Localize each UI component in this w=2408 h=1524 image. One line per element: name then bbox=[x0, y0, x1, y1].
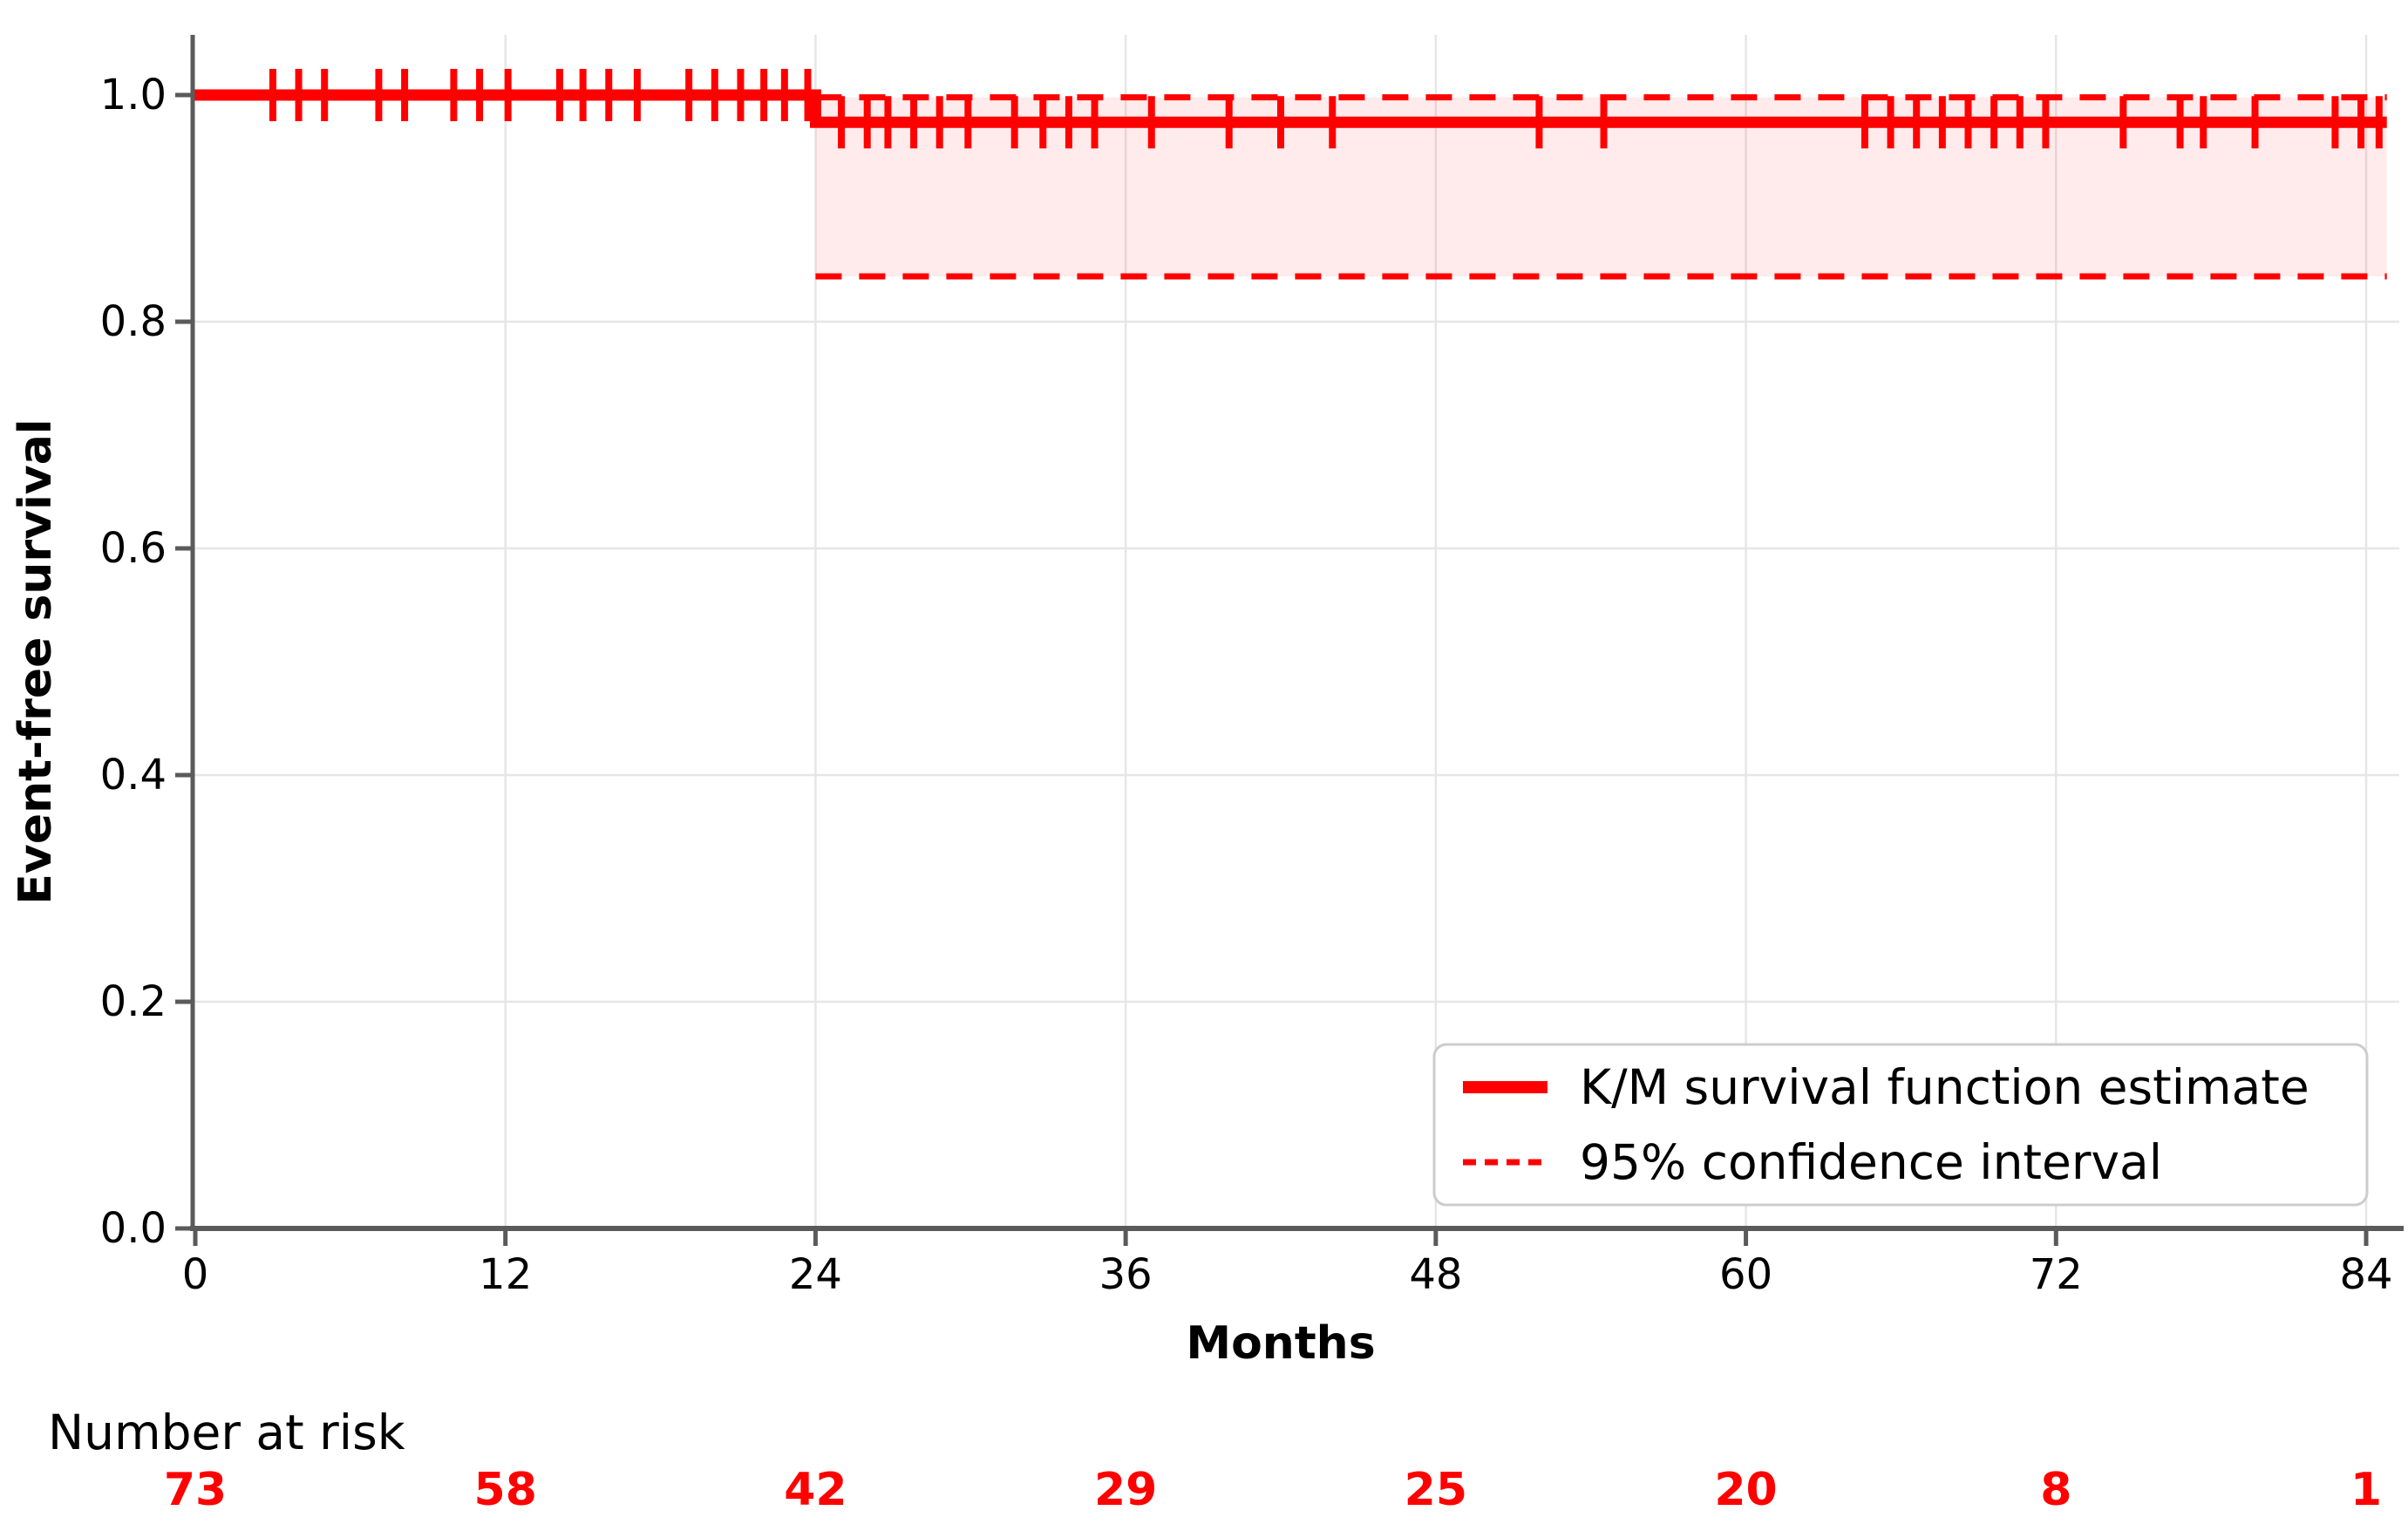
legend-label-ci: 95% confidence interval bbox=[1580, 1134, 2162, 1190]
x-tick-label: 36 bbox=[1099, 1250, 1153, 1299]
y-tick-label: 0.2 bbox=[100, 977, 167, 1026]
y-tick-label: 1.0 bbox=[100, 71, 167, 119]
legend-label-km: K/M survival function estimate bbox=[1580, 1059, 2309, 1115]
risk-count: 1 bbox=[2350, 1464, 2382, 1516]
y-tick-label: 0.6 bbox=[100, 524, 167, 573]
risk-count: 58 bbox=[474, 1464, 537, 1516]
y-tick-label: 0.4 bbox=[100, 751, 167, 799]
y-tick-label: 0.8 bbox=[100, 297, 167, 346]
legend-box bbox=[1432, 1043, 2369, 1207]
risk-count: 8 bbox=[2040, 1464, 2071, 1516]
x-tick-label: 60 bbox=[1719, 1250, 1772, 1299]
risk-count: 20 bbox=[1714, 1464, 1777, 1516]
x-tick-label: 0 bbox=[182, 1250, 209, 1299]
y-axis-title: Event-free survival bbox=[10, 418, 62, 904]
x-tick-label: 24 bbox=[789, 1250, 842, 1299]
x-axis-title: Months bbox=[1186, 1317, 1375, 1370]
risk-count: 29 bbox=[1094, 1464, 1157, 1516]
risk-count: 25 bbox=[1405, 1464, 1467, 1516]
x-tick-label: 72 bbox=[2030, 1250, 2083, 1299]
x-tick-label: 12 bbox=[479, 1250, 532, 1299]
number-at-risk-label: Number at risk bbox=[48, 1405, 405, 1460]
y-tick-label: 0.0 bbox=[100, 1204, 167, 1253]
risk-count: 73 bbox=[164, 1464, 227, 1516]
risk-count: 42 bbox=[784, 1464, 847, 1516]
x-tick-label: 84 bbox=[2339, 1250, 2392, 1299]
x-tick-label: 48 bbox=[1409, 1250, 1462, 1299]
